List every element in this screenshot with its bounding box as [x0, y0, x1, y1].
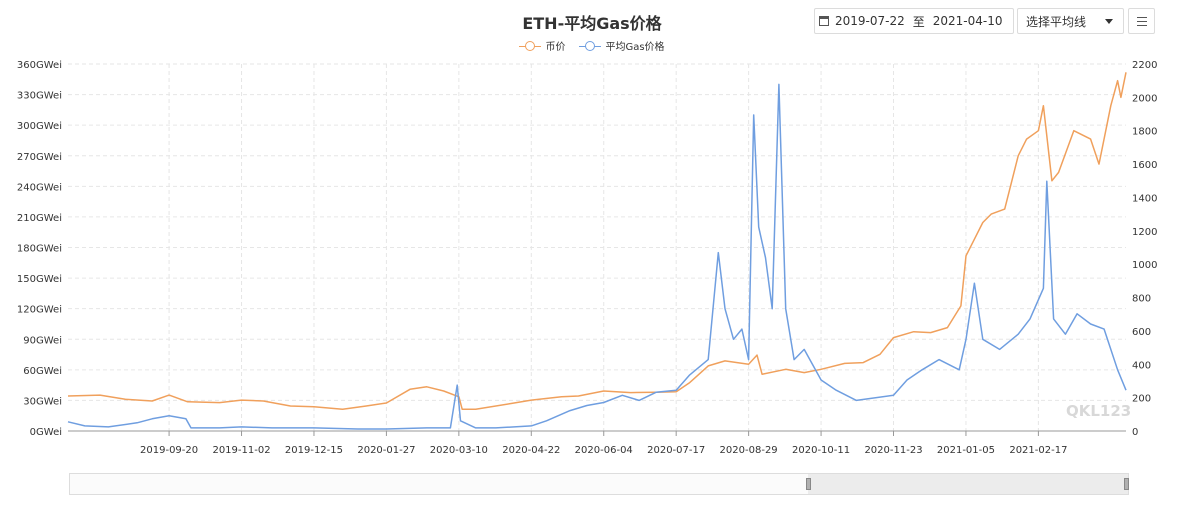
- y-left-tick-label: 300GWei: [17, 121, 62, 132]
- caret-down-icon: [1105, 19, 1113, 24]
- x-tick-label: 2021-01-05: [937, 445, 995, 456]
- y-left-tick-label: 120GWei: [17, 305, 62, 316]
- y-left-tick-label: 270GWei: [17, 152, 62, 163]
- y-right-tick-label: 2200: [1132, 60, 1157, 71]
- data-zoom-handle-left[interactable]: [806, 478, 811, 490]
- watermark-logo: QKL123: [1066, 402, 1132, 420]
- series-line-price: [67, 72, 1127, 411]
- x-tick-label: 2020-04-22: [502, 445, 560, 456]
- menu-icon: [1136, 16, 1147, 18]
- series-line-gas: [67, 83, 1127, 430]
- calendar-icon: [819, 16, 829, 26]
- legend-swatch-price: [519, 40, 542, 51]
- y-left-tick-label: 30GWei: [23, 396, 62, 407]
- y-left-tick-label: 0GWei: [30, 427, 62, 438]
- x-tick-label: 2020-07-17: [647, 445, 705, 456]
- date-range-picker[interactable]: 2019-07-22 至 2021-04-10: [814, 8, 1014, 34]
- y-right-tick-label: 2000: [1132, 93, 1157, 104]
- y-right-tick-label: 0: [1132, 427, 1138, 438]
- x-tick-label: 2020-06-04: [575, 445, 633, 456]
- legend-label-price: 币价: [545, 42, 566, 53]
- x-tick-label: 2020-08-29: [720, 445, 778, 456]
- x-tick-label: 2020-03-10: [430, 445, 488, 456]
- y-right-tick-label: 1800: [1132, 127, 1157, 138]
- y-left-tick-label: 360GWei: [17, 60, 62, 71]
- y-right-tick-label: 200: [1132, 394, 1151, 405]
- y-left-tick-label: 150GWei: [17, 274, 62, 285]
- chart-legend: 币价 平均Gas价格: [0, 38, 1184, 53]
- x-tick-label: 2020-10-11: [792, 445, 850, 456]
- y-left-tick-label: 330GWei: [17, 91, 62, 102]
- y-right-tick-label: 600: [1132, 327, 1151, 338]
- y-left-tick-label: 240GWei: [17, 182, 62, 193]
- chart-menu-button[interactable]: [1128, 8, 1155, 34]
- x-tick-label: 2019-11-02: [212, 445, 270, 456]
- date-separator: 至: [912, 14, 925, 29]
- y-left-tick-label: 60GWei: [23, 366, 62, 377]
- x-tick-label: 2019-09-20: [140, 445, 198, 456]
- legend-label-gas: 平均Gas价格: [605, 42, 665, 53]
- legend-item-gas[interactable]: 平均Gas价格: [579, 38, 665, 53]
- chart-plot-area: 0GWei 30GWei 60GWei 90GWei 120GWei 150GWei 180…: [17, 60, 1158, 456]
- x-tick-label: 2021-02-17: [1009, 445, 1067, 456]
- average-line-select-label: 选择平均线: [1026, 14, 1087, 29]
- x-tick-label: 2020-11-23: [864, 445, 922, 456]
- y-right-tick-label: 1600: [1132, 160, 1157, 171]
- y-left-tick-label: 210GWei: [17, 213, 62, 224]
- data-zoom-handle-right[interactable]: [1124, 478, 1129, 490]
- y-left-tick-label: 90GWei: [23, 335, 62, 346]
- legend-item-price[interactable]: 币价: [519, 38, 565, 53]
- date-start[interactable]: 2019-07-22: [835, 14, 905, 28]
- y-right-tick-label: 1400: [1132, 193, 1157, 204]
- x-tick-label: 2020-01-27: [357, 445, 415, 456]
- chart-title: ETH-平均Gas价格: [522, 14, 662, 33]
- y-right-tick-label: 800: [1132, 294, 1151, 305]
- x-tick-label: 2019-12-15: [285, 445, 343, 456]
- date-end[interactable]: 2021-04-10: [932, 14, 1003, 28]
- y-right-tick-label: 1000: [1132, 260, 1157, 271]
- average-line-select[interactable]: 选择平均线: [1017, 8, 1124, 34]
- data-zoom-slider[interactable]: [69, 473, 1129, 495]
- data-zoom-selection[interactable]: [808, 474, 1128, 494]
- y-right-tick-label: 400: [1132, 360, 1151, 371]
- legend-swatch-gas: [579, 40, 602, 51]
- y-right-tick-label: 1200: [1132, 227, 1157, 238]
- y-left-tick-label: 180GWei: [17, 244, 62, 255]
